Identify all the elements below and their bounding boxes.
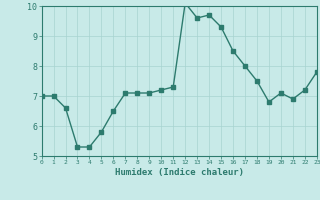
X-axis label: Humidex (Indice chaleur): Humidex (Indice chaleur) — [115, 168, 244, 177]
